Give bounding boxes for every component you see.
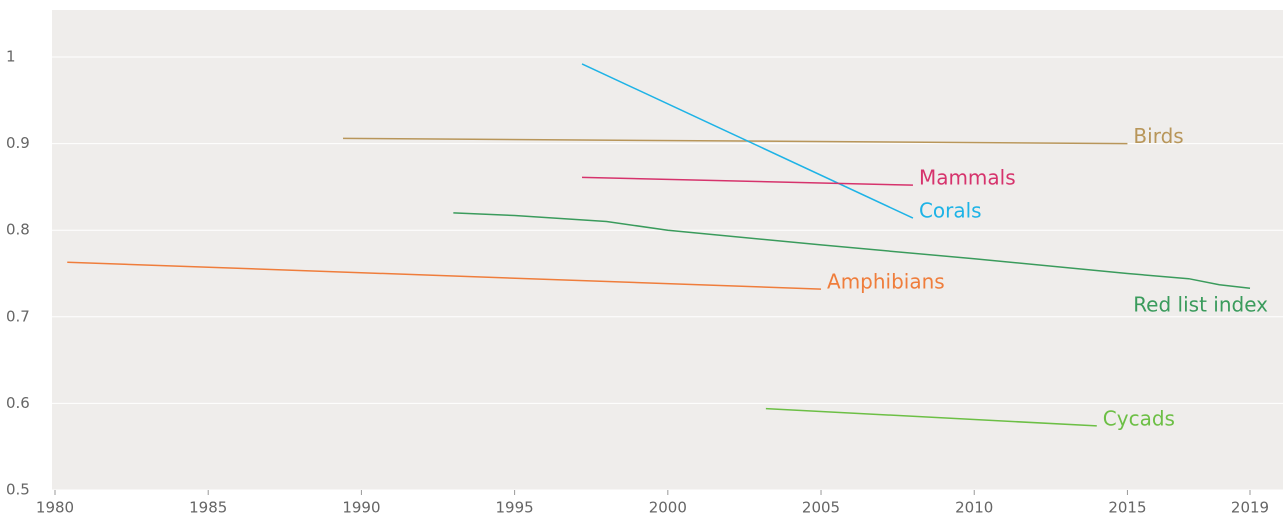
x-tick-label: 1990 [342, 499, 380, 517]
series-label: Birds [1133, 124, 1183, 148]
series-label: Corals [919, 199, 982, 223]
y-tick-label: 0.9 [6, 134, 30, 152]
series-label: Cycads [1103, 406, 1175, 430]
series-label: Mammals [919, 166, 1016, 190]
series-label: Amphibians [827, 270, 945, 294]
x-tick-label: 1985 [189, 499, 227, 517]
y-tick-label: 0.6 [6, 394, 30, 412]
x-tick-label: 2005 [802, 499, 840, 517]
y-tick-label: 0.5 [6, 481, 30, 499]
plot-background [52, 10, 1283, 490]
y-tick-label: 0.7 [6, 307, 30, 325]
x-tick-label: 2010 [955, 499, 993, 517]
x-tick-label: 2015 [1108, 499, 1146, 517]
x-tick-label: 1995 [496, 499, 534, 517]
chart: 0.5 0.6 0.7 0.8 0.9 1 1980 1985 1990 1995 2000 2005… [0, 0, 1283, 525]
x-tick-label: 2019 [1231, 499, 1269, 517]
y-tick-label: 1 [6, 48, 16, 66]
series-label: Red list index [1133, 293, 1268, 317]
x-tick-label: 1980 [36, 499, 74, 517]
x-tick-label: 2000 [649, 499, 687, 517]
y-tick-label: 0.8 [6, 221, 30, 239]
